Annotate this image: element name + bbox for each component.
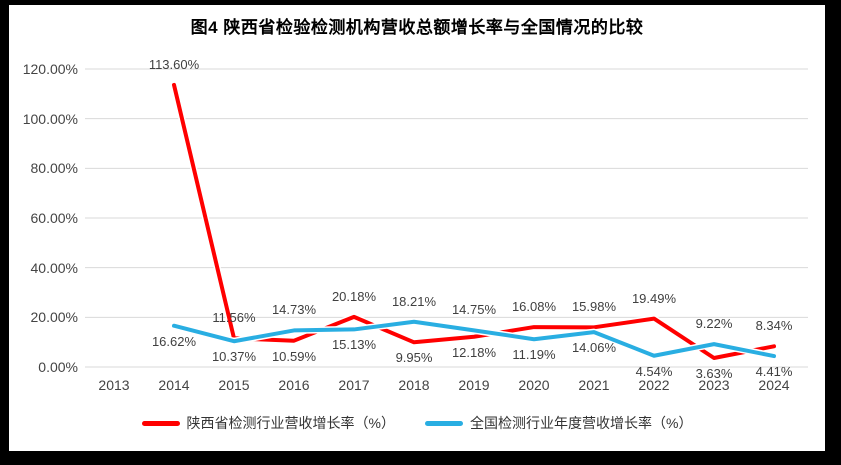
legend: 陕西省检测行业营收增长率（%） 全国检测行业年度营收增长率（%） — [9, 413, 825, 433]
x-axis-tick-label: 2017 — [338, 377, 370, 393]
data-label-shaanxi: 8.34% — [755, 318, 793, 334]
y-axis-tick-label: 60.00% — [30, 210, 78, 226]
y-axis-tick-label: 20.00% — [30, 309, 78, 326]
legend-item-shaanxi: 陕西省检测行业营收增长率（%） — [141, 413, 395, 433]
x-axis-tick-label: 2022 — [638, 377, 670, 393]
y-axis-tick-label: 100.00% — [22, 110, 78, 127]
series-line-national — [172, 319, 776, 359]
data-label-shaanxi: 16.08% — [511, 299, 557, 315]
x-axis-tick-label: 2018 — [398, 377, 430, 393]
y-axis-tick-label: 0.00% — [38, 359, 78, 375]
data-label-national: 4.54% — [635, 363, 673, 379]
y-axis-tick-label: 80.00% — [30, 160, 78, 177]
x-axis-tick-label: 2014 — [158, 377, 190, 393]
data-label-national: 9.22% — [695, 316, 733, 332]
x-axis-tick-label: 2015 — [218, 377, 250, 393]
x-axis-tick-label: 2020 — [518, 377, 550, 393]
legend-label-shaanxi: 陕西省检测行业营收增长率（%） — [186, 415, 395, 431]
data-label-shaanxi: 20.18% — [331, 288, 377, 304]
legend-line-marker-national — [425, 420, 463, 426]
data-label-shaanxi: 19.49% — [631, 290, 677, 306]
data-label-national: 14.06% — [571, 340, 617, 356]
data-label-national: 10.37% — [211, 349, 257, 365]
data-label-national: 18.21% — [391, 293, 437, 309]
data-label-national: 15.13% — [331, 337, 377, 353]
series-line-shaanxi — [172, 82, 776, 360]
data-label-shaanxi: 9.95% — [395, 350, 433, 366]
x-axis-tick-label: 2023 — [698, 377, 730, 393]
x-axis-tick-label: 2019 — [458, 377, 490, 393]
data-label-shaanxi: 113.60% — [148, 56, 200, 72]
x-axis-tick-label: 2016 — [278, 377, 310, 393]
data-label-shaanxi: 3.63% — [695, 365, 733, 381]
legend-label-national: 全国检测行业年度营收增长率（%） — [470, 415, 693, 431]
x-axis-tick-label: 2024 — [758, 377, 790, 393]
y-axis-tick-label: 40.00% — [30, 259, 78, 276]
data-label-national: 4.41% — [755, 364, 793, 380]
data-label-national: 14.75% — [451, 302, 497, 318]
legend-item-national: 全国检测行业年度营收增长率（%） — [425, 413, 692, 433]
chart-title: 图4 陕西省检验检测机构营收总额增长率与全国情况的比较 — [190, 18, 644, 37]
plot-area: 0.00% 20.00% 40.00% 60.00% 80.00% 100.00% 120.… — [9, 5, 825, 451]
data-label-national: 11.19% — [512, 347, 556, 363]
x-axis-tick-label: 2013 — [98, 377, 130, 393]
data-label-national: 16.62% — [151, 333, 197, 349]
legend-line-marker-shaanxi — [141, 420, 180, 426]
data-label-shaanxi: 11.56% — [212, 310, 256, 326]
data-label-shaanxi: 10.59% — [271, 348, 317, 364]
data-label-shaanxi: 12.18% — [451, 344, 497, 360]
chart-canvas: 图4 陕西省检验检测机构营收总额增长率与全国情况的比较 0.00% 20.00% 4… — [9, 5, 825, 451]
x-axis-tick-label: 2021 — [578, 377, 610, 393]
data-label-national: 14.73% — [271, 302, 317, 318]
data-label-shaanxi: 15.98% — [571, 299, 617, 315]
line-chart — [85, 68, 808, 368]
y-axis-tick-label: 120.00% — [22, 61, 78, 77]
